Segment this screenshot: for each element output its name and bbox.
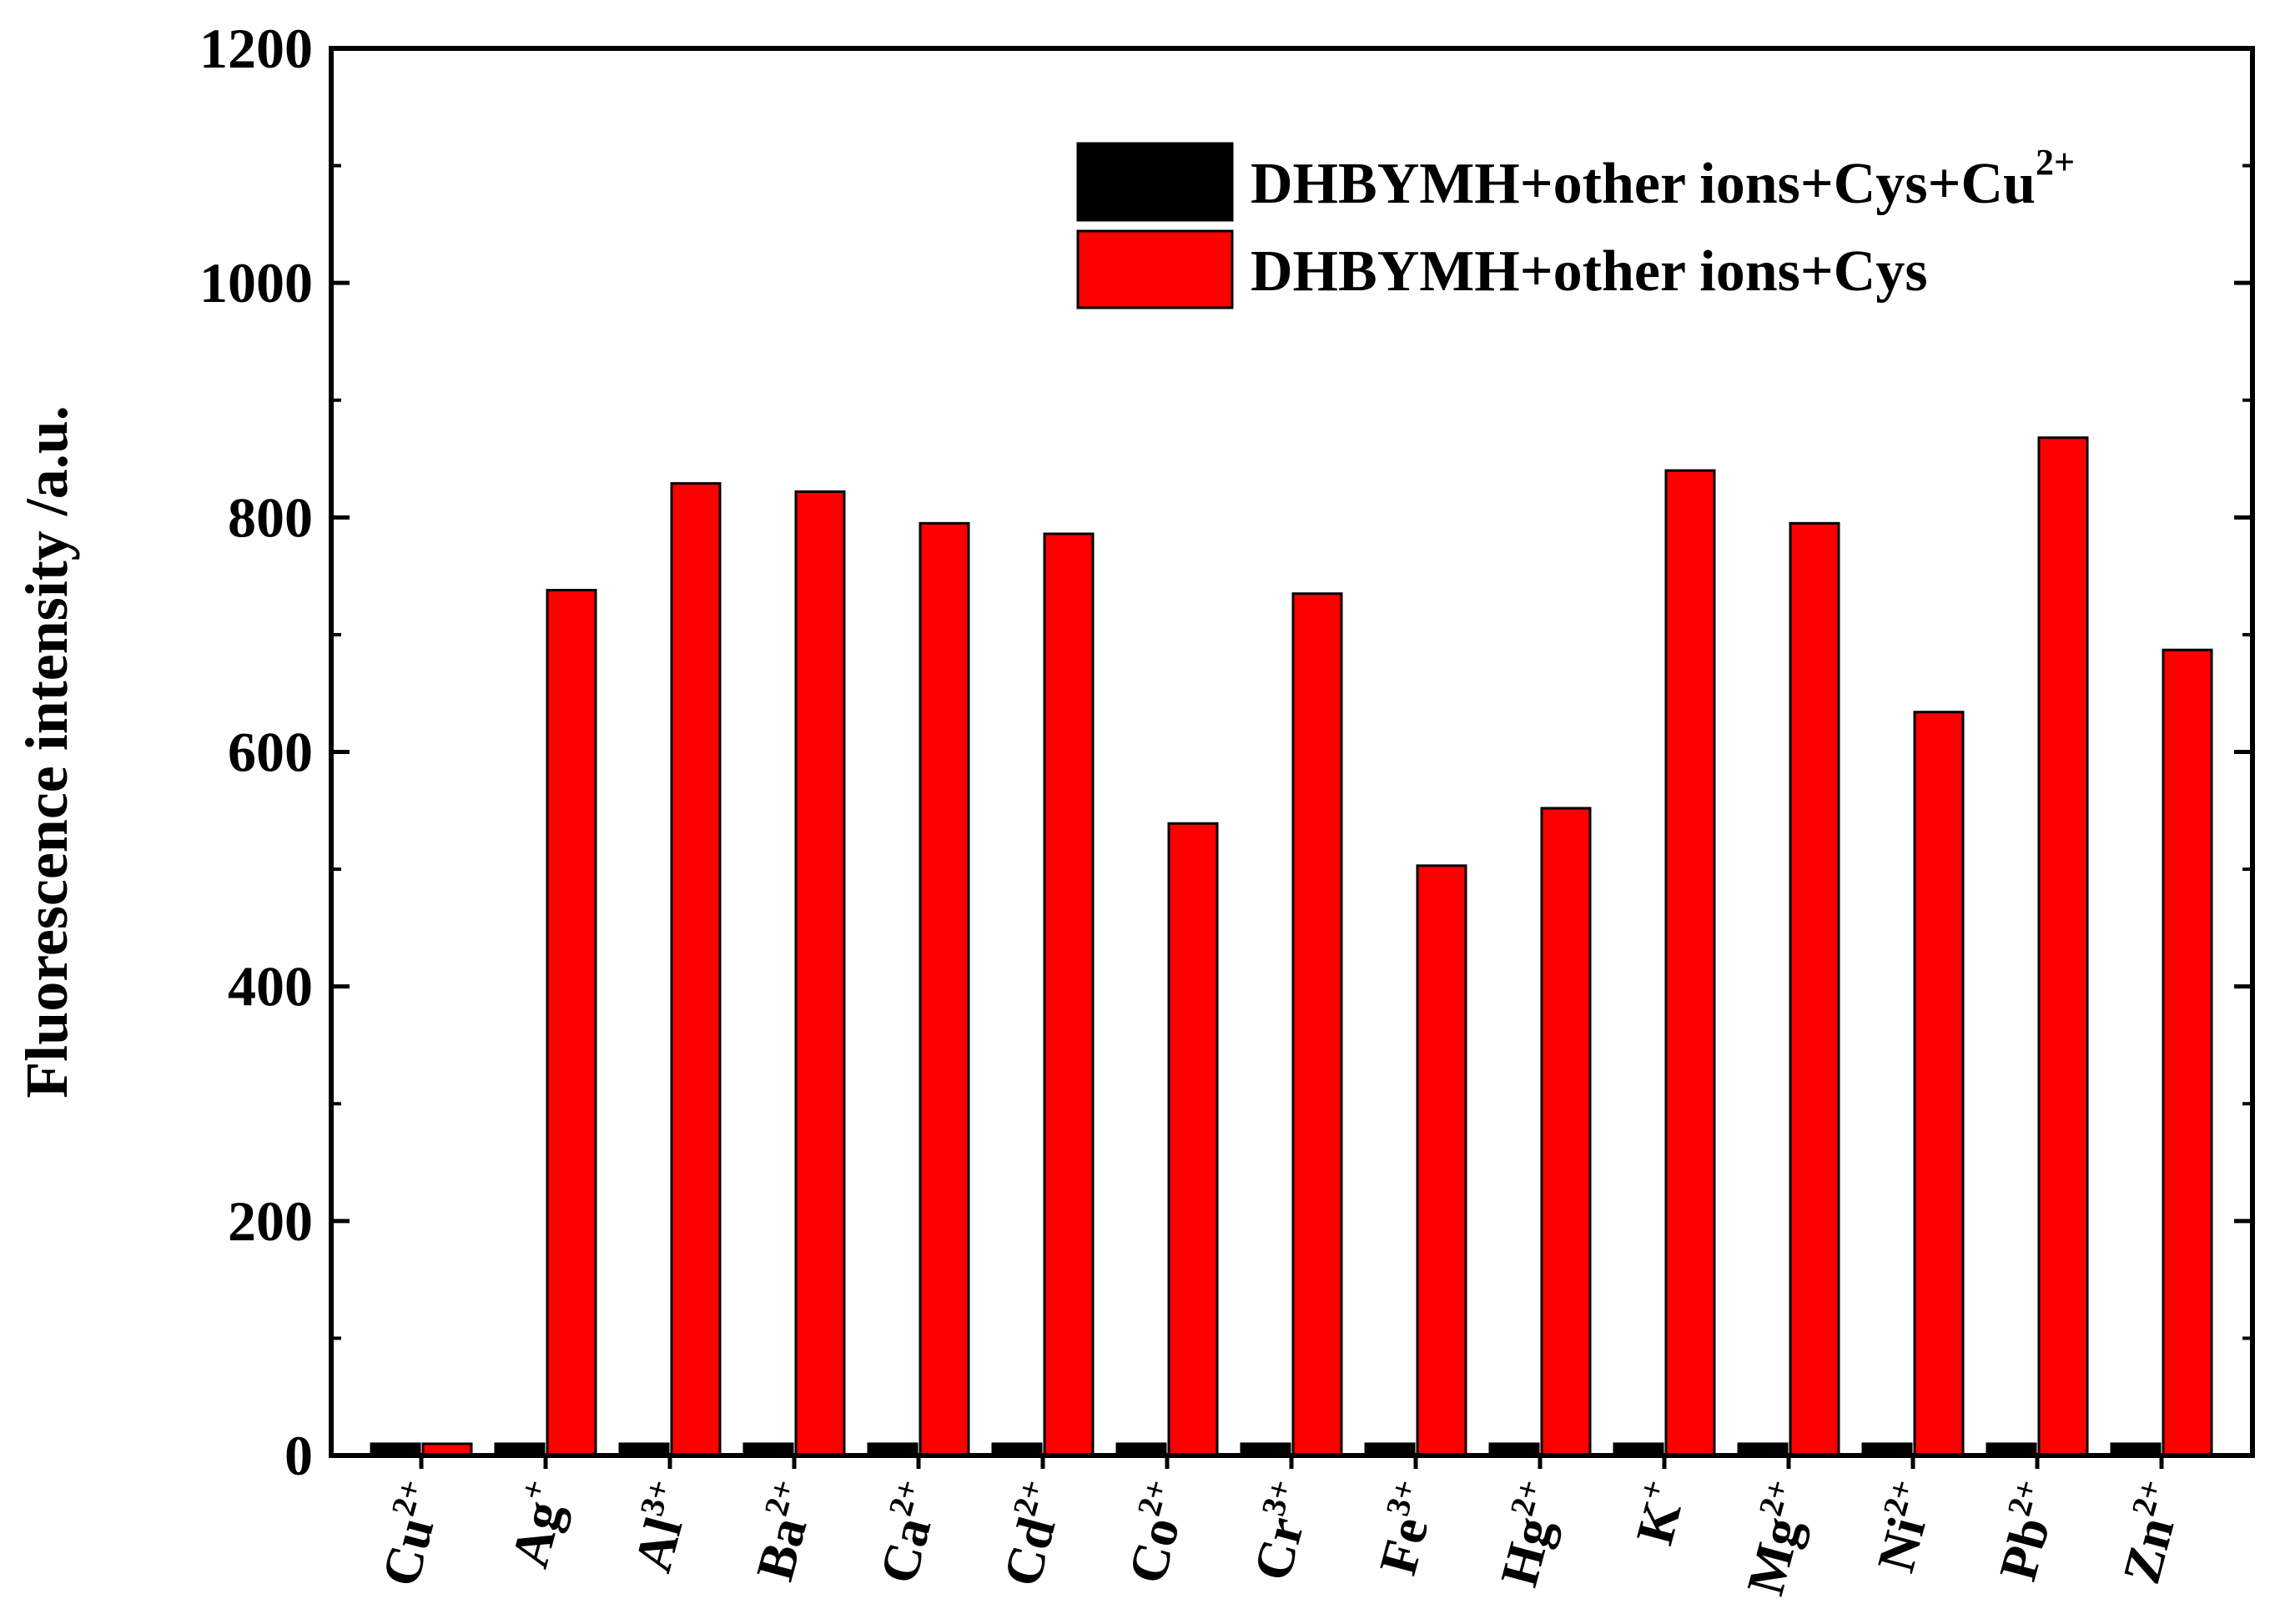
x-tick-label-ag: Ag+ [496, 1476, 579, 1573]
x-tick-label-text: Ba2+ [741, 1476, 828, 1586]
ion-symbol: Cu [370, 1511, 445, 1592]
bar-red-cr [1291, 592, 1343, 1457]
y-tick-label: 1000 [199, 251, 313, 314]
bar-red-co [1167, 822, 1219, 1457]
bar-red-al [670, 482, 722, 1457]
y-axis-title: Fluorescence intensity /a.u. [13, 405, 80, 1099]
x-tick-label-cr: Cr3+ [1238, 1476, 1325, 1586]
ion-symbol: Mg [1735, 1511, 1812, 1601]
y-tick-label: 0 [284, 1424, 313, 1487]
x-tick-label-text: Hg2+ [1485, 1476, 1573, 1592]
ion-symbol: Hg [1489, 1511, 1564, 1592]
x-tick-label-co: Co2+ [1113, 1476, 1200, 1590]
legend-label-black: DHBYMH+other ions+Cys+Cu2+ [1251, 142, 2075, 216]
ion-symbol: Al [622, 1511, 693, 1578]
bar-red-cd [1043, 532, 1095, 1457]
legend: DHBYMH+other ions+Cys+Cu2+DHBYMH+other i… [1076, 142, 2075, 309]
x-tick-label-cd: Cd2+ [988, 1476, 1076, 1592]
x-tick-label-text: Ca2+ [864, 1476, 952, 1590]
x-tick-label-fe: Fe3+ [1364, 1476, 1449, 1581]
y-tick-label: 400 [228, 955, 313, 1018]
x-tick-label-text: Co2+ [1113, 1476, 1200, 1590]
x-tick-label-cu: Cu2+ [366, 1476, 455, 1592]
bar-red-ni [1913, 711, 1965, 1457]
x-tick-label-text: Ag+ [496, 1476, 579, 1573]
x-tick-label-text: Cd2+ [988, 1476, 1076, 1592]
y-axis: 0 200 400 600 800 1000 1200 [199, 17, 2252, 1487]
x-tick-label-hg: Hg2+ [1485, 1476, 1573, 1592]
x-tick-label-text: Cr3+ [1238, 1476, 1325, 1586]
ion-symbol: K [1624, 1495, 1693, 1551]
x-tick-label-text: Zn2+ [2107, 1476, 2195, 1590]
y-tick-label: 800 [228, 485, 313, 549]
x-tick-label-k: K+ [1620, 1476, 1697, 1551]
ion-symbol: Cr [1242, 1511, 1316, 1586]
x-tick-label-text: Ni2+ [1861, 1476, 1945, 1578]
bar-red-mg [1789, 521, 1840, 1457]
ion-symbol: Ni [1865, 1511, 1936, 1578]
x-tick-label-al: Al3+ [618, 1476, 702, 1578]
x-tick-label-text: Al3+ [618, 1476, 702, 1578]
x-tick-label-ni: Ni2+ [1861, 1476, 1945, 1578]
legend-label-base: DHBYMH+other ions+Cys [1251, 239, 1928, 304]
x-tick-label-text: Mg2+ [1731, 1476, 1821, 1601]
ion-symbol: Pb [1988, 1511, 2061, 1587]
ion-symbol: Fe [1367, 1511, 1439, 1581]
ion-symbol: Cd [992, 1511, 1067, 1592]
legend-label-base: DHBYMH+other ions+Cys+Cu [1251, 152, 2036, 216]
bars-layer [370, 436, 2213, 1457]
y-tick-label: 1200 [199, 17, 313, 80]
ion-symbol: Ba [745, 1511, 818, 1587]
x-tick-label-text: Cu2+ [366, 1476, 455, 1592]
legend-label-red: DHBYMH+other ions+Cys [1251, 239, 1928, 304]
x-tick-label-ba: Ba2+ [741, 1476, 828, 1586]
bar-red-ba [794, 490, 846, 1457]
bar-red-ca [919, 521, 970, 1457]
ion-symbol: Co [1117, 1511, 1191, 1590]
x-axis: Cu2+ Ag+ Al3+ Ba2+ Ca2+ Cd2+ Co2+ Cr3+ Fe3+ Hg2+ K… [366, 1456, 2195, 1601]
x-tick-label-text: Fe3+ [1364, 1476, 1449, 1581]
bar-red-zn [2162, 648, 2213, 1457]
x-tick-label-text: Pb2+ [1984, 1476, 2071, 1586]
ion-symbol: Zn [2111, 1511, 2186, 1590]
y-tick-label: 600 [228, 721, 313, 784]
bar-red-ag [546, 588, 597, 1457]
bar-red-hg [1540, 807, 1592, 1457]
x-tick-label-text: K+ [1620, 1476, 1697, 1551]
x-tick-label-ca: Ca2+ [864, 1476, 952, 1590]
x-tick-label-pb: Pb2+ [1984, 1476, 2071, 1586]
x-tick-label-mg: Mg2+ [1731, 1476, 1821, 1601]
bar-red-fe [1416, 864, 1467, 1457]
legend-swatch-black [1076, 142, 1234, 222]
ion-symbol: Ca [868, 1511, 943, 1590]
y-tick-label: 200 [228, 1189, 313, 1253]
ion-symbol: Ag [500, 1495, 574, 1573]
bar-red-k [1664, 469, 1716, 1457]
x-tick-label-zn: Zn2+ [2107, 1476, 2195, 1590]
legend-swatch-red [1076, 229, 1234, 309]
legend-label-sup: 2+ [2036, 142, 2075, 183]
bar-red-pb [2037, 436, 2089, 1457]
